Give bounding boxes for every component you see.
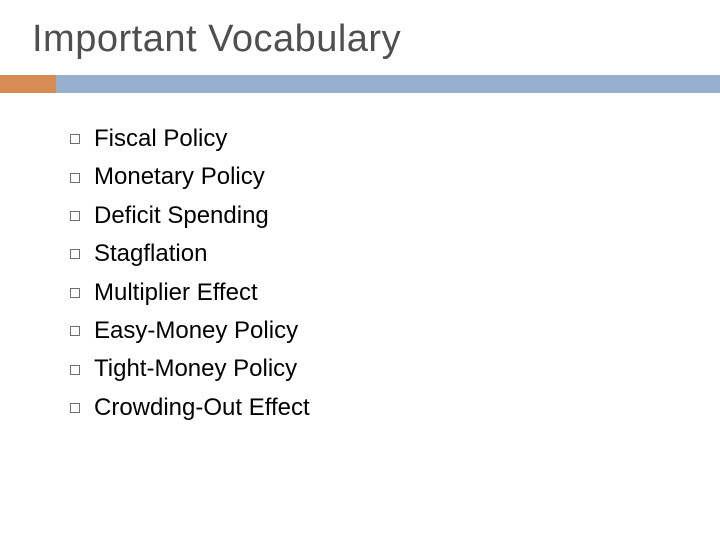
list-item-text: Deficit Spending: [94, 200, 269, 232]
slide: Important Vocabulary Fiscal Policy Monet…: [0, 0, 720, 540]
slide-title: Important Vocabulary: [0, 0, 720, 75]
square-bullet-icon: [70, 326, 80, 336]
list-item: Deficit Spending: [70, 200, 720, 232]
list-item-text: Fiscal Policy: [94, 123, 227, 155]
list-item-text: Tight-Money Policy: [94, 353, 297, 385]
square-bullet-icon: [70, 403, 80, 413]
list-item-text: Multiplier Effect: [94, 277, 258, 309]
list-item: Multiplier Effect: [70, 277, 720, 309]
list-item-text: Easy-Money Policy: [94, 315, 298, 347]
list-item: Crowding-Out Effect: [70, 392, 720, 424]
list-item: Monetary Policy: [70, 161, 720, 193]
list-item: Easy-Money Policy: [70, 315, 720, 347]
square-bullet-icon: [70, 365, 80, 375]
square-bullet-icon: [70, 134, 80, 144]
list-item: Stagflation: [70, 238, 720, 270]
list-item-text: Monetary Policy: [94, 161, 265, 193]
title-divider: [0, 75, 720, 93]
divider-main: [56, 75, 720, 93]
divider-accent: [0, 75, 56, 93]
list-item: Tight-Money Policy: [70, 353, 720, 385]
vocabulary-list: Fiscal Policy Monetary Policy Deficit Sp…: [70, 123, 720, 424]
square-bullet-icon: [70, 211, 80, 221]
list-item-text: Crowding-Out Effect: [94, 392, 310, 424]
square-bullet-icon: [70, 173, 80, 183]
square-bullet-icon: [70, 288, 80, 298]
content-area: Fiscal Policy Monetary Policy Deficit Sp…: [0, 93, 720, 424]
square-bullet-icon: [70, 249, 80, 259]
list-item-text: Stagflation: [94, 238, 207, 270]
list-item: Fiscal Policy: [70, 123, 720, 155]
